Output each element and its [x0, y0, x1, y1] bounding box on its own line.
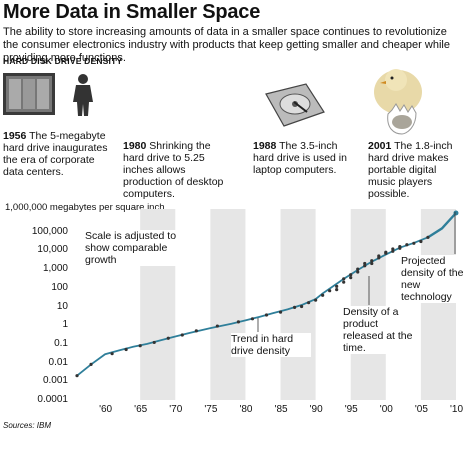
x-tick-label: '85	[274, 404, 288, 415]
data-point	[194, 329, 198, 333]
y-tick-label: 10,000	[37, 244, 68, 256]
data-point	[250, 317, 255, 321]
y-tick-label: 1,000	[42, 263, 68, 275]
data-point	[89, 362, 93, 367]
milestone-text: The 5-megabyte hard drive inaugurates th…	[3, 130, 108, 178]
data-point	[292, 305, 297, 309]
milestone-year: 1980	[123, 140, 147, 152]
milestone-text: The 1.8-inch hard drive makes portable d…	[368, 140, 453, 200]
x-tick-label: '90	[309, 404, 323, 415]
data-point	[342, 280, 346, 284]
data-point	[335, 284, 339, 288]
annotation-product: Density of a product released at the tim…	[343, 306, 413, 354]
data-point	[152, 340, 156, 345]
y-tick-label: 1	[62, 319, 68, 331]
x-tick-label: '75	[204, 404, 218, 415]
data-point	[110, 352, 114, 356]
source-note: Sources: IBM	[3, 421, 52, 430]
data-point	[391, 249, 395, 253]
x-tick-label: '95	[344, 404, 358, 415]
x-tick-label: '60	[99, 404, 113, 415]
data-point	[370, 259, 374, 263]
milestone-caption: 1956 The 5-megabyte hard drive inaugurat…	[3, 130, 108, 178]
annotation-projected: Projected density of the new technology	[401, 255, 465, 303]
milestone-year: 1988	[253, 140, 277, 152]
grid-band	[210, 209, 246, 400]
mainframe-and-person-image	[3, 70, 103, 118]
section-label: HARD DISK DRIVE DENSITY	[3, 56, 123, 66]
data-point	[138, 344, 142, 348]
data-point	[314, 298, 318, 302]
hard-drive-image	[262, 82, 328, 128]
data-point	[335, 288, 339, 292]
data-point	[264, 313, 269, 317]
page-title: More Data in Smaller Space	[3, 1, 261, 23]
data-point	[321, 293, 325, 297]
data-point	[349, 276, 353, 280]
data-point	[124, 347, 128, 352]
projected-endpoint	[453, 210, 459, 216]
data-point	[236, 320, 241, 324]
grid-band	[420, 209, 456, 400]
chick-hatching-from-egg-image	[362, 62, 432, 136]
x-tick-label: '80	[239, 404, 253, 415]
annotation-trend: Trend in hard drive density	[231, 333, 311, 357]
data-point	[398, 244, 402, 249]
milestone-text: The 3.5-inch hard drive is used in lapto…	[253, 140, 347, 176]
data-point	[328, 289, 332, 293]
data-point	[405, 243, 409, 247]
data-point	[180, 333, 184, 337]
trend-line	[76, 236, 429, 377]
data-point	[299, 304, 304, 309]
y-tick-label: 0.01	[48, 356, 68, 368]
data-point	[377, 254, 381, 258]
grid-band	[280, 209, 316, 400]
y-tick-label: 100	[51, 281, 68, 293]
x-tick-label: '65	[134, 404, 148, 415]
milestone-year: 1956	[3, 130, 27, 142]
milestone-year: 2001	[368, 140, 392, 152]
y-tick-label: 10	[56, 300, 68, 312]
intro-text: The ability to store increasing amounts …	[3, 26, 450, 64]
x-tick-label: '10	[449, 404, 464, 415]
y-axis-label: 1,000,000 megabytes per square inch	[5, 202, 165, 213]
data-point	[363, 261, 367, 266]
y-tick-label: 100,000	[31, 225, 68, 237]
data-point	[215, 324, 219, 328]
y-tick-label: 0.001	[42, 375, 68, 387]
x-tick-label: '00	[379, 404, 393, 415]
annotation-scale: Scale is adjusted to show comparable gro…	[85, 230, 195, 266]
data-point	[363, 264, 367, 268]
y-tick-label: 0.1	[54, 337, 68, 349]
x-tick-label: '70	[169, 404, 183, 415]
milestone-caption: 2001 The 1.8-inch hard drive makes porta…	[368, 140, 463, 200]
data-point	[278, 310, 283, 314]
data-point	[75, 374, 79, 378]
milestone-caption: 1980 Shrinking the hard drive to 5.25 in…	[123, 140, 233, 200]
data-point	[342, 277, 346, 281]
data-point	[412, 241, 416, 245]
data-point	[307, 301, 311, 305]
data-point	[426, 235, 430, 239]
x-tick-label: '05	[414, 404, 428, 415]
data-point	[419, 239, 423, 244]
data-point	[356, 267, 360, 271]
milestone-caption: 1988 The 3.5-inch hard drive is used in …	[253, 140, 353, 176]
data-point	[356, 270, 360, 274]
grid-band	[350, 209, 386, 400]
milestone-text: Shrinking the hard drive to 5.25 inches …	[123, 140, 224, 200]
data-point	[384, 250, 388, 254]
data-point	[370, 261, 374, 266]
data-point	[391, 247, 395, 251]
y-tick-label: 0.0001	[37, 394, 68, 405]
data-point	[166, 336, 170, 340]
projected-line	[427, 212, 457, 239]
data-point	[349, 273, 353, 277]
